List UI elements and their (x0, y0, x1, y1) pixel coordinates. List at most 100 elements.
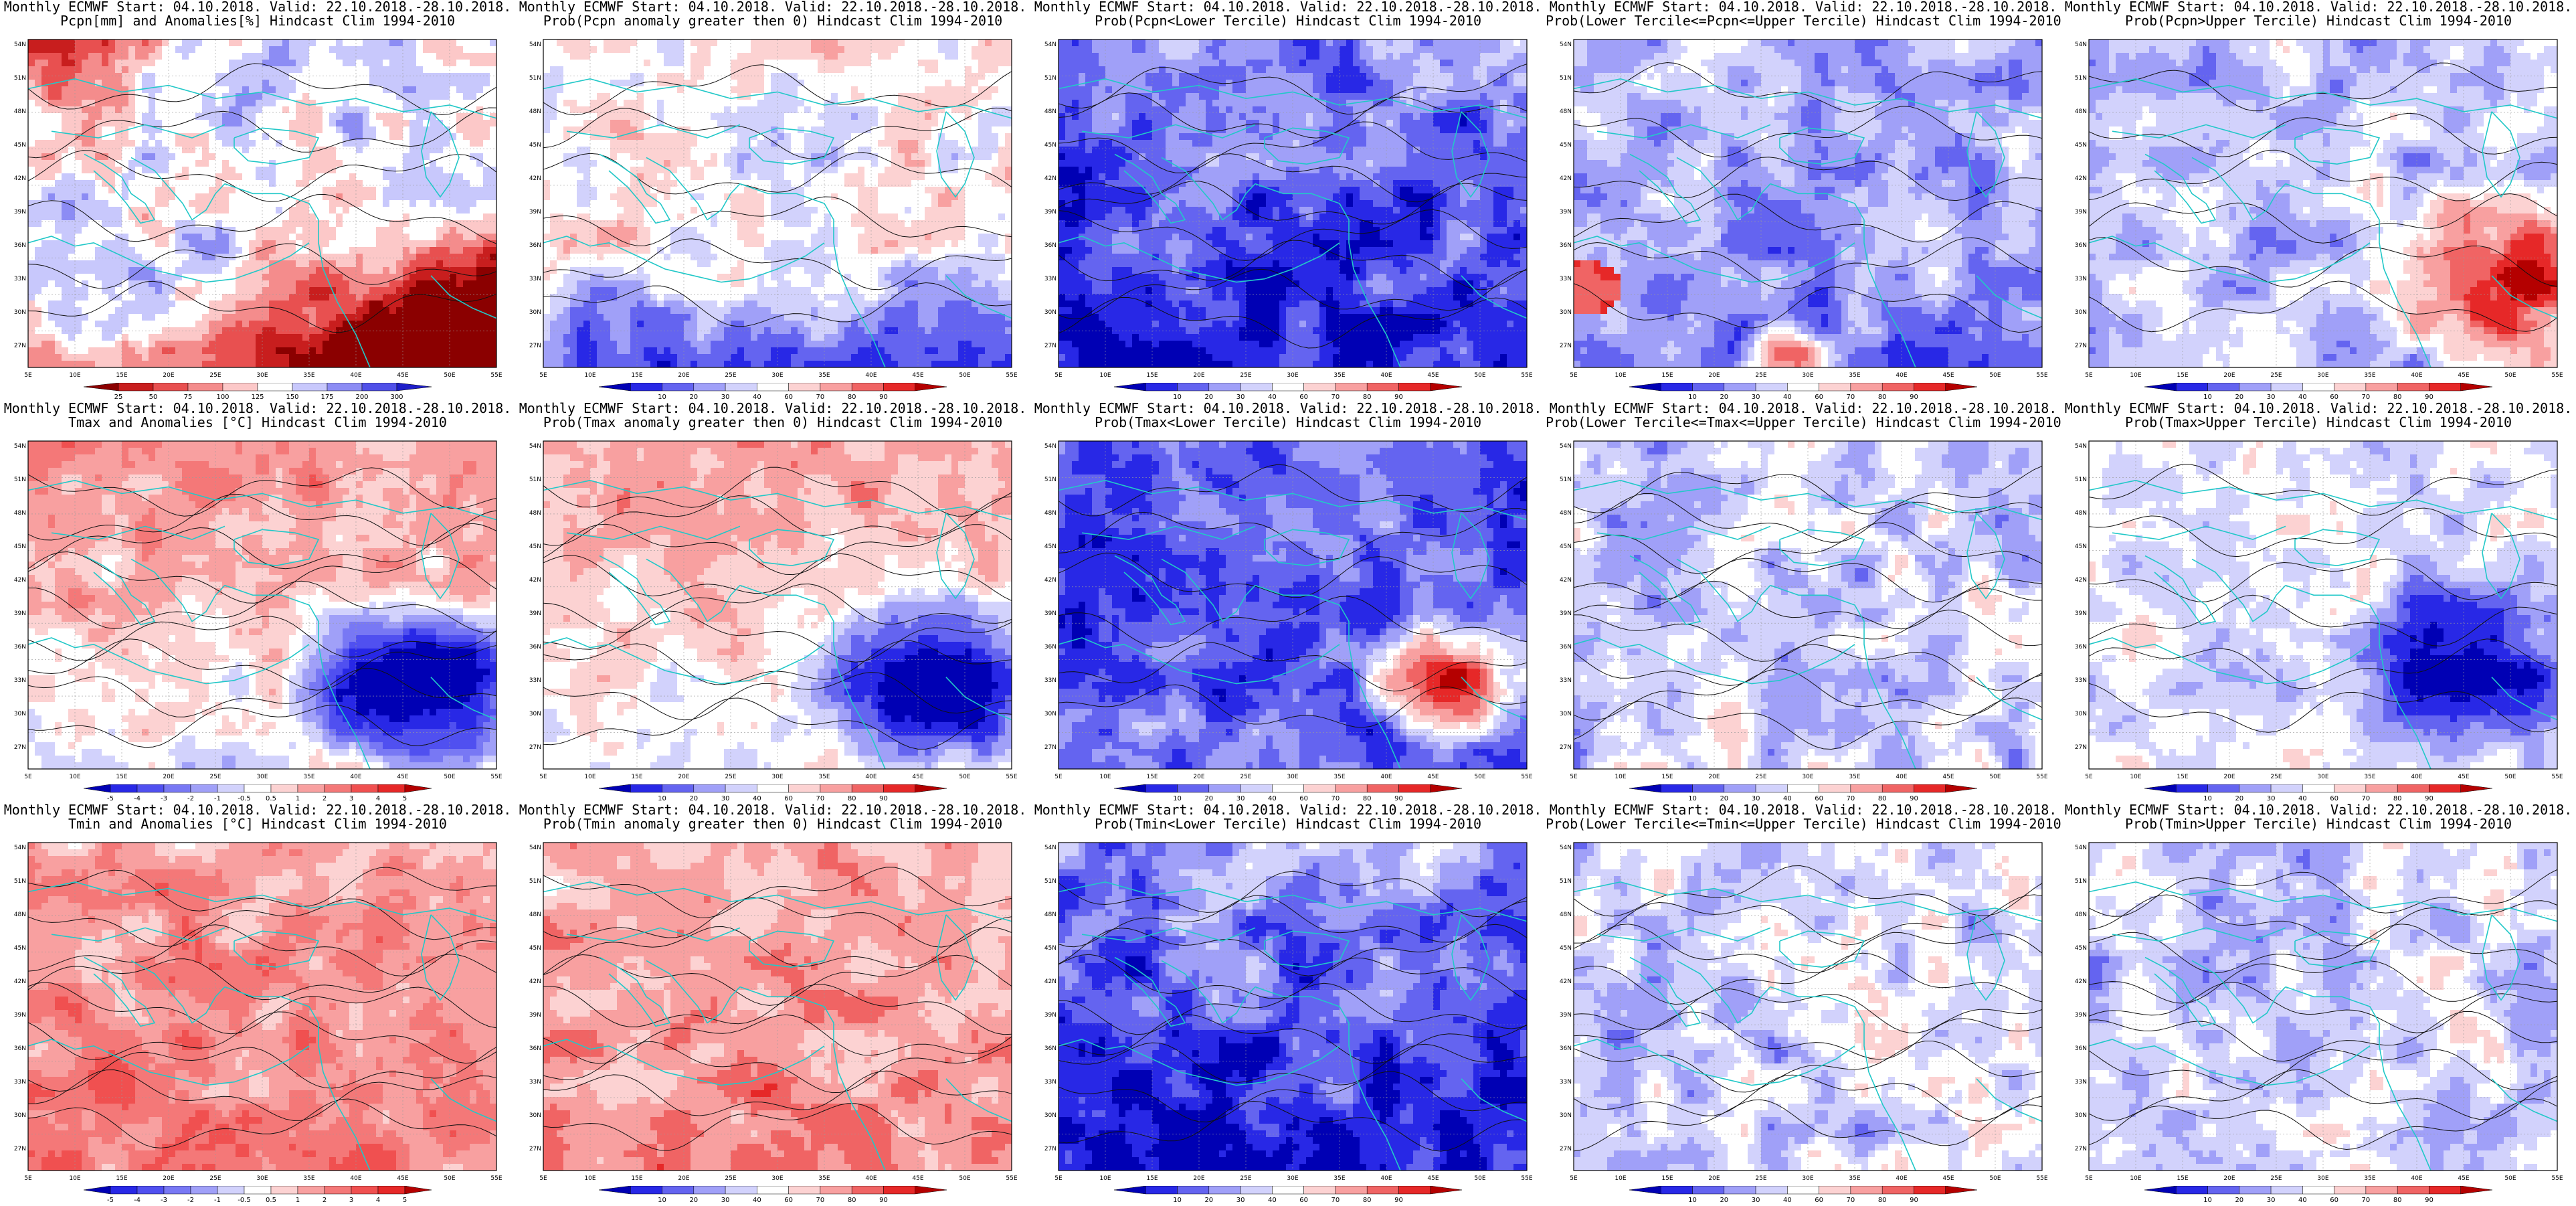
colorbar-tick-label: -3 (161, 1197, 167, 1204)
lon-label: 30E (256, 1175, 268, 1182)
lat-label: 54N (2075, 845, 2087, 851)
colorbar-segment (191, 784, 217, 792)
lat-label: 39N (1560, 610, 1572, 617)
colorbar-segment (1178, 784, 1209, 792)
lat-label: 51N (1560, 878, 1572, 885)
panel-title: Monthly ECMWF Start: 04.10.2018. Valid: … (1546, 803, 2061, 831)
lon-label: 20E (1708, 372, 1720, 379)
lon-label: 15E (116, 1175, 127, 1182)
lat-label: 54N (14, 845, 26, 851)
lat-label: 30N (14, 309, 26, 316)
colorbar-tick-label: 60 (2330, 1197, 2338, 1204)
colorbar-segment (1819, 383, 1851, 391)
colorbar-segment (2397, 784, 2429, 792)
colorbar-segment (405, 784, 432, 792)
panel-title: Monthly ECMWF Start: 04.10.2018. Valid: … (1030, 0, 1546, 28)
lon-label: 45E (912, 774, 923, 780)
panel-title: Monthly ECMWF Start: 04.10.2018. Valid: … (515, 0, 1030, 28)
panel-title: Monthly ECMWF Start: 04.10.2018. Valid: … (1030, 402, 1546, 430)
lon-label: 20E (1708, 774, 1720, 780)
colorbar-segment (1756, 1186, 1787, 1194)
colorbar-segment (2144, 784, 2176, 792)
lat-label: 51N (1044, 75, 1056, 82)
colorbar-segment (2429, 1186, 2460, 1194)
lon-label: 35E (1849, 372, 1860, 379)
lon-label: 50E (1989, 372, 2001, 379)
lat-label: 27N (1044, 1146, 1056, 1152)
panel-title-line2: Prob(Tmin>Upper Tercile) Hindcast Clim 1… (2061, 817, 2576, 831)
panel-title: Monthly ECMWF Start: 04.10.2018. Valid: … (0, 803, 515, 831)
colorbar-segment (325, 1186, 351, 1194)
lat-label: 33N (1044, 1079, 1056, 1086)
lat-label: 42N (1044, 978, 1056, 985)
colorbar-tick-label: 4 (376, 1197, 380, 1204)
colorbar-segment (1431, 784, 1462, 792)
lon-label: 10E (1099, 1175, 1111, 1182)
lat-label: 30N (529, 1112, 541, 1119)
lon-label: 40E (865, 372, 877, 379)
colorbar-segment (1272, 383, 1303, 391)
panel-title-line1: Monthly ECMWF Start: 04.10.2018. Valid: … (1030, 402, 1546, 416)
colorbar-segment (2397, 1186, 2429, 1194)
lon-label: 55E (2551, 774, 2563, 780)
lon-label: 35E (1333, 774, 1345, 780)
lon-label: 50E (1474, 372, 1485, 379)
lon-label: 40E (350, 1175, 361, 1182)
lon-label: 30E (2317, 372, 2328, 379)
lon-label: 15E (2177, 1175, 2188, 1182)
colorbar-segment (1629, 1186, 1661, 1194)
lon-label: 40E (1896, 372, 1907, 379)
lat-label: 54N (14, 443, 26, 450)
lat-label: 51N (1044, 477, 1056, 483)
colorbar-segment (2397, 383, 2429, 391)
colorbar-segment (1398, 784, 1430, 792)
lon-label: 50E (2504, 774, 2516, 780)
map-panel: Monthly ECMWF Start: 04.10.2018. Valid: … (0, 803, 515, 1205)
lat-label: 30N (2075, 711, 2087, 717)
lon-label: 55E (2551, 1175, 2563, 1182)
panel-title-line2: Prob(Tmax anomaly greater then 0) Hindca… (515, 416, 1030, 430)
lon-label: 10E (584, 372, 595, 379)
colorbar-tick-label: -5 (107, 1197, 114, 1204)
lon-label: 35E (1333, 1175, 1345, 1182)
lat-label: 51N (529, 75, 541, 82)
map-panel: Monthly ECMWF Start: 04.10.2018. Valid: … (1546, 0, 2061, 402)
lat-label: 36N (1044, 1045, 1056, 1052)
lon-label: 50E (959, 1175, 970, 1182)
lat-label: 45N (1044, 543, 1056, 550)
colorbar-segment (694, 1186, 725, 1194)
lon-label: 30E (1287, 1175, 1298, 1182)
lat-label: 54N (529, 443, 541, 450)
colorbar-segment (327, 383, 362, 391)
map-panel: Monthly ECMWF Start: 04.10.2018. Valid: … (1546, 803, 2061, 1205)
colorbar-segment (852, 1186, 883, 1194)
colorbar-segment (1756, 784, 1787, 792)
colorbar-segment (1240, 784, 1272, 792)
lat-label: 45N (14, 142, 26, 149)
lat-label: 33N (2075, 1079, 2087, 1086)
lat-label: 48N (14, 510, 26, 517)
colorbar-segment (1882, 1186, 1914, 1194)
lon-label: 55E (1006, 1175, 1017, 1182)
colorbar-tick-label: 20 (1720, 1197, 1728, 1204)
lon-label: 20E (163, 1175, 174, 1182)
lat-label: 27N (2075, 744, 2087, 751)
lon-label: 55E (490, 1175, 502, 1182)
colorbar-segment (662, 1186, 694, 1194)
lat-label: 39N (1044, 610, 1056, 617)
lat-label: 39N (529, 209, 541, 216)
lat-label: 39N (1560, 209, 1572, 216)
panel-title-line1: Monthly ECMWF Start: 04.10.2018. Valid: … (0, 0, 515, 14)
colorbar-segment (725, 784, 757, 792)
colorbar-tick-label: -4 (134, 1197, 141, 1204)
colorbar-segment (1693, 784, 1724, 792)
lat-label: 39N (1044, 1012, 1056, 1019)
lon-label: 5E (24, 1175, 32, 1182)
lon-label: 25E (2270, 372, 2282, 379)
lon-label: 25E (209, 1175, 221, 1182)
colorbar-tick-label: 60 (1299, 1197, 1308, 1204)
colorbar-segment (1661, 1186, 1692, 1194)
